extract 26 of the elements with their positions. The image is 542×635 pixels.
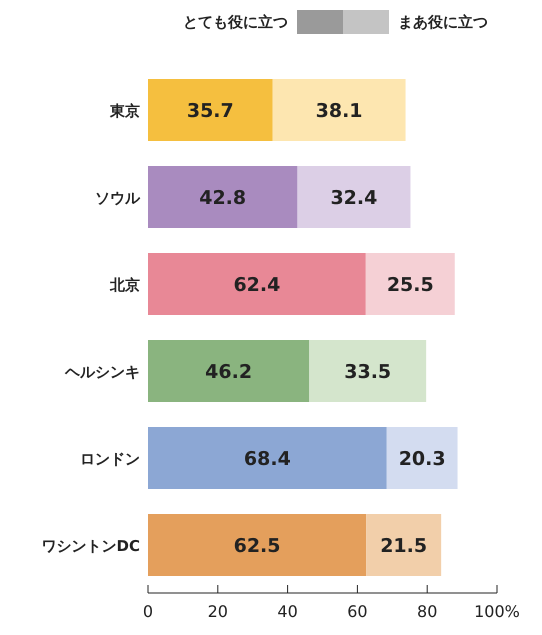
data-label: 35.7 bbox=[186, 100, 234, 122]
y-tick-label: ワシントンDC bbox=[42, 537, 140, 555]
x-tick-label: 40 bbox=[277, 602, 298, 621]
x-tick-label: 0 bbox=[142, 602, 154, 621]
y-tick-label: ヘルシンキ bbox=[64, 363, 140, 381]
x-tick-label: 20 bbox=[208, 602, 228, 621]
data-label: 25.5 bbox=[386, 274, 434, 296]
x-tick-label: 60 bbox=[347, 602, 368, 621]
data-label: 33.5 bbox=[344, 361, 392, 383]
y-tick-label: 北京 bbox=[109, 276, 140, 294]
data-label: 21.5 bbox=[380, 535, 428, 557]
data-label: 38.1 bbox=[316, 100, 363, 122]
y-tick-label: 東京 bbox=[109, 102, 140, 120]
data-label: 62.4 bbox=[233, 274, 280, 296]
y-tick-label: ロンドン bbox=[80, 450, 140, 468]
y-tick-label: ソウル bbox=[95, 189, 141, 207]
text: とても役に立つ bbox=[183, 13, 288, 31]
x-tick-label: 100% bbox=[474, 602, 520, 621]
data-label: 42.8 bbox=[199, 187, 246, 209]
text: まあ役に立つ bbox=[398, 13, 488, 31]
x-tick-label: 80 bbox=[417, 602, 438, 621]
data-label: 32.4 bbox=[330, 187, 378, 209]
data-label: 68.4 bbox=[244, 448, 291, 470]
data-label: 46.2 bbox=[205, 361, 252, 383]
data-label: 62.5 bbox=[234, 535, 281, 557]
data-label: 20.3 bbox=[398, 448, 446, 470]
